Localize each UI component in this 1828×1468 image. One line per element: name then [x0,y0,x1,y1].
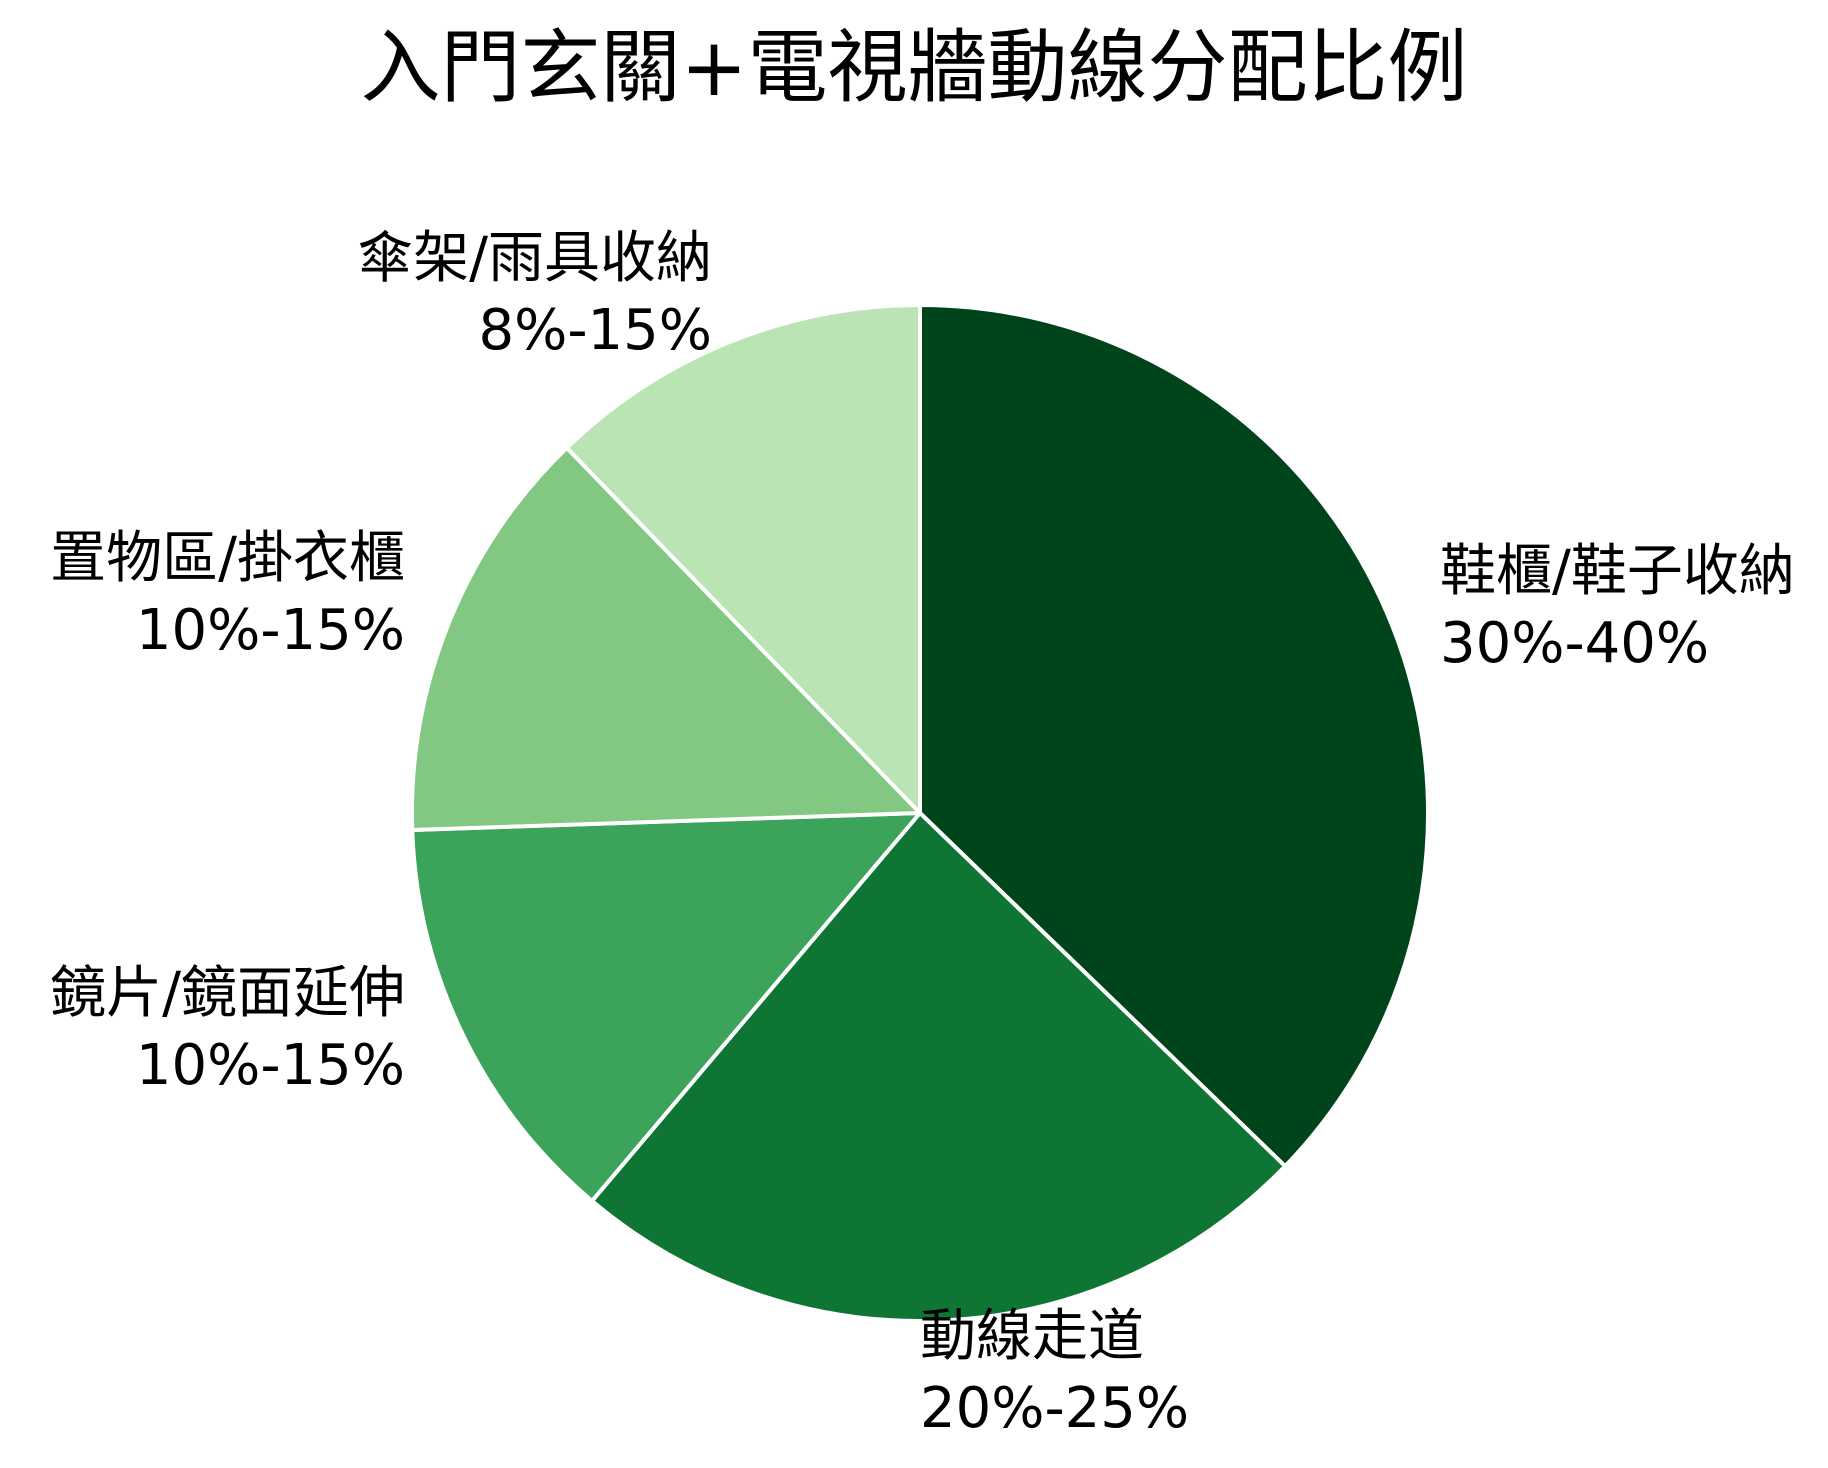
pie-slice-3 [410,811,922,1203]
slice-label-5: 傘架/雨具收納 [357,226,712,291]
pie-slice-2 [590,811,1288,1323]
slice-label-3: 鏡片/鏡面延伸 [50,961,405,1026]
slice-label-1: 鞋櫃/鞋子收納 [1440,539,1795,604]
slice-range-2: 20%-25% [920,1376,1189,1441]
slice-range-3: 10%-15% [136,1033,405,1098]
pie-slice-5 [564,303,922,815]
chart-title: 入門玄關+電視牆動線分配比例 [360,21,1467,114]
slice-range-5: 8%-15% [478,298,712,363]
slice-label-2: 動線走道 [920,1304,1144,1369]
pie-labels: 鞋櫃/鞋子收納 30%-40% 動線走道 20%-25% 鏡片/鏡面延伸 10%-15% 置… [50,226,1795,1441]
pie-slices [410,303,1430,1323]
pie-slice-1 [918,303,1430,1169]
slice-range-4: 10%-15% [136,598,405,663]
slice-range-1: 30%-40% [1440,611,1709,676]
slice-label-4: 置物區/掛衣櫃 [50,526,405,591]
pie-slice-4 [410,445,922,832]
